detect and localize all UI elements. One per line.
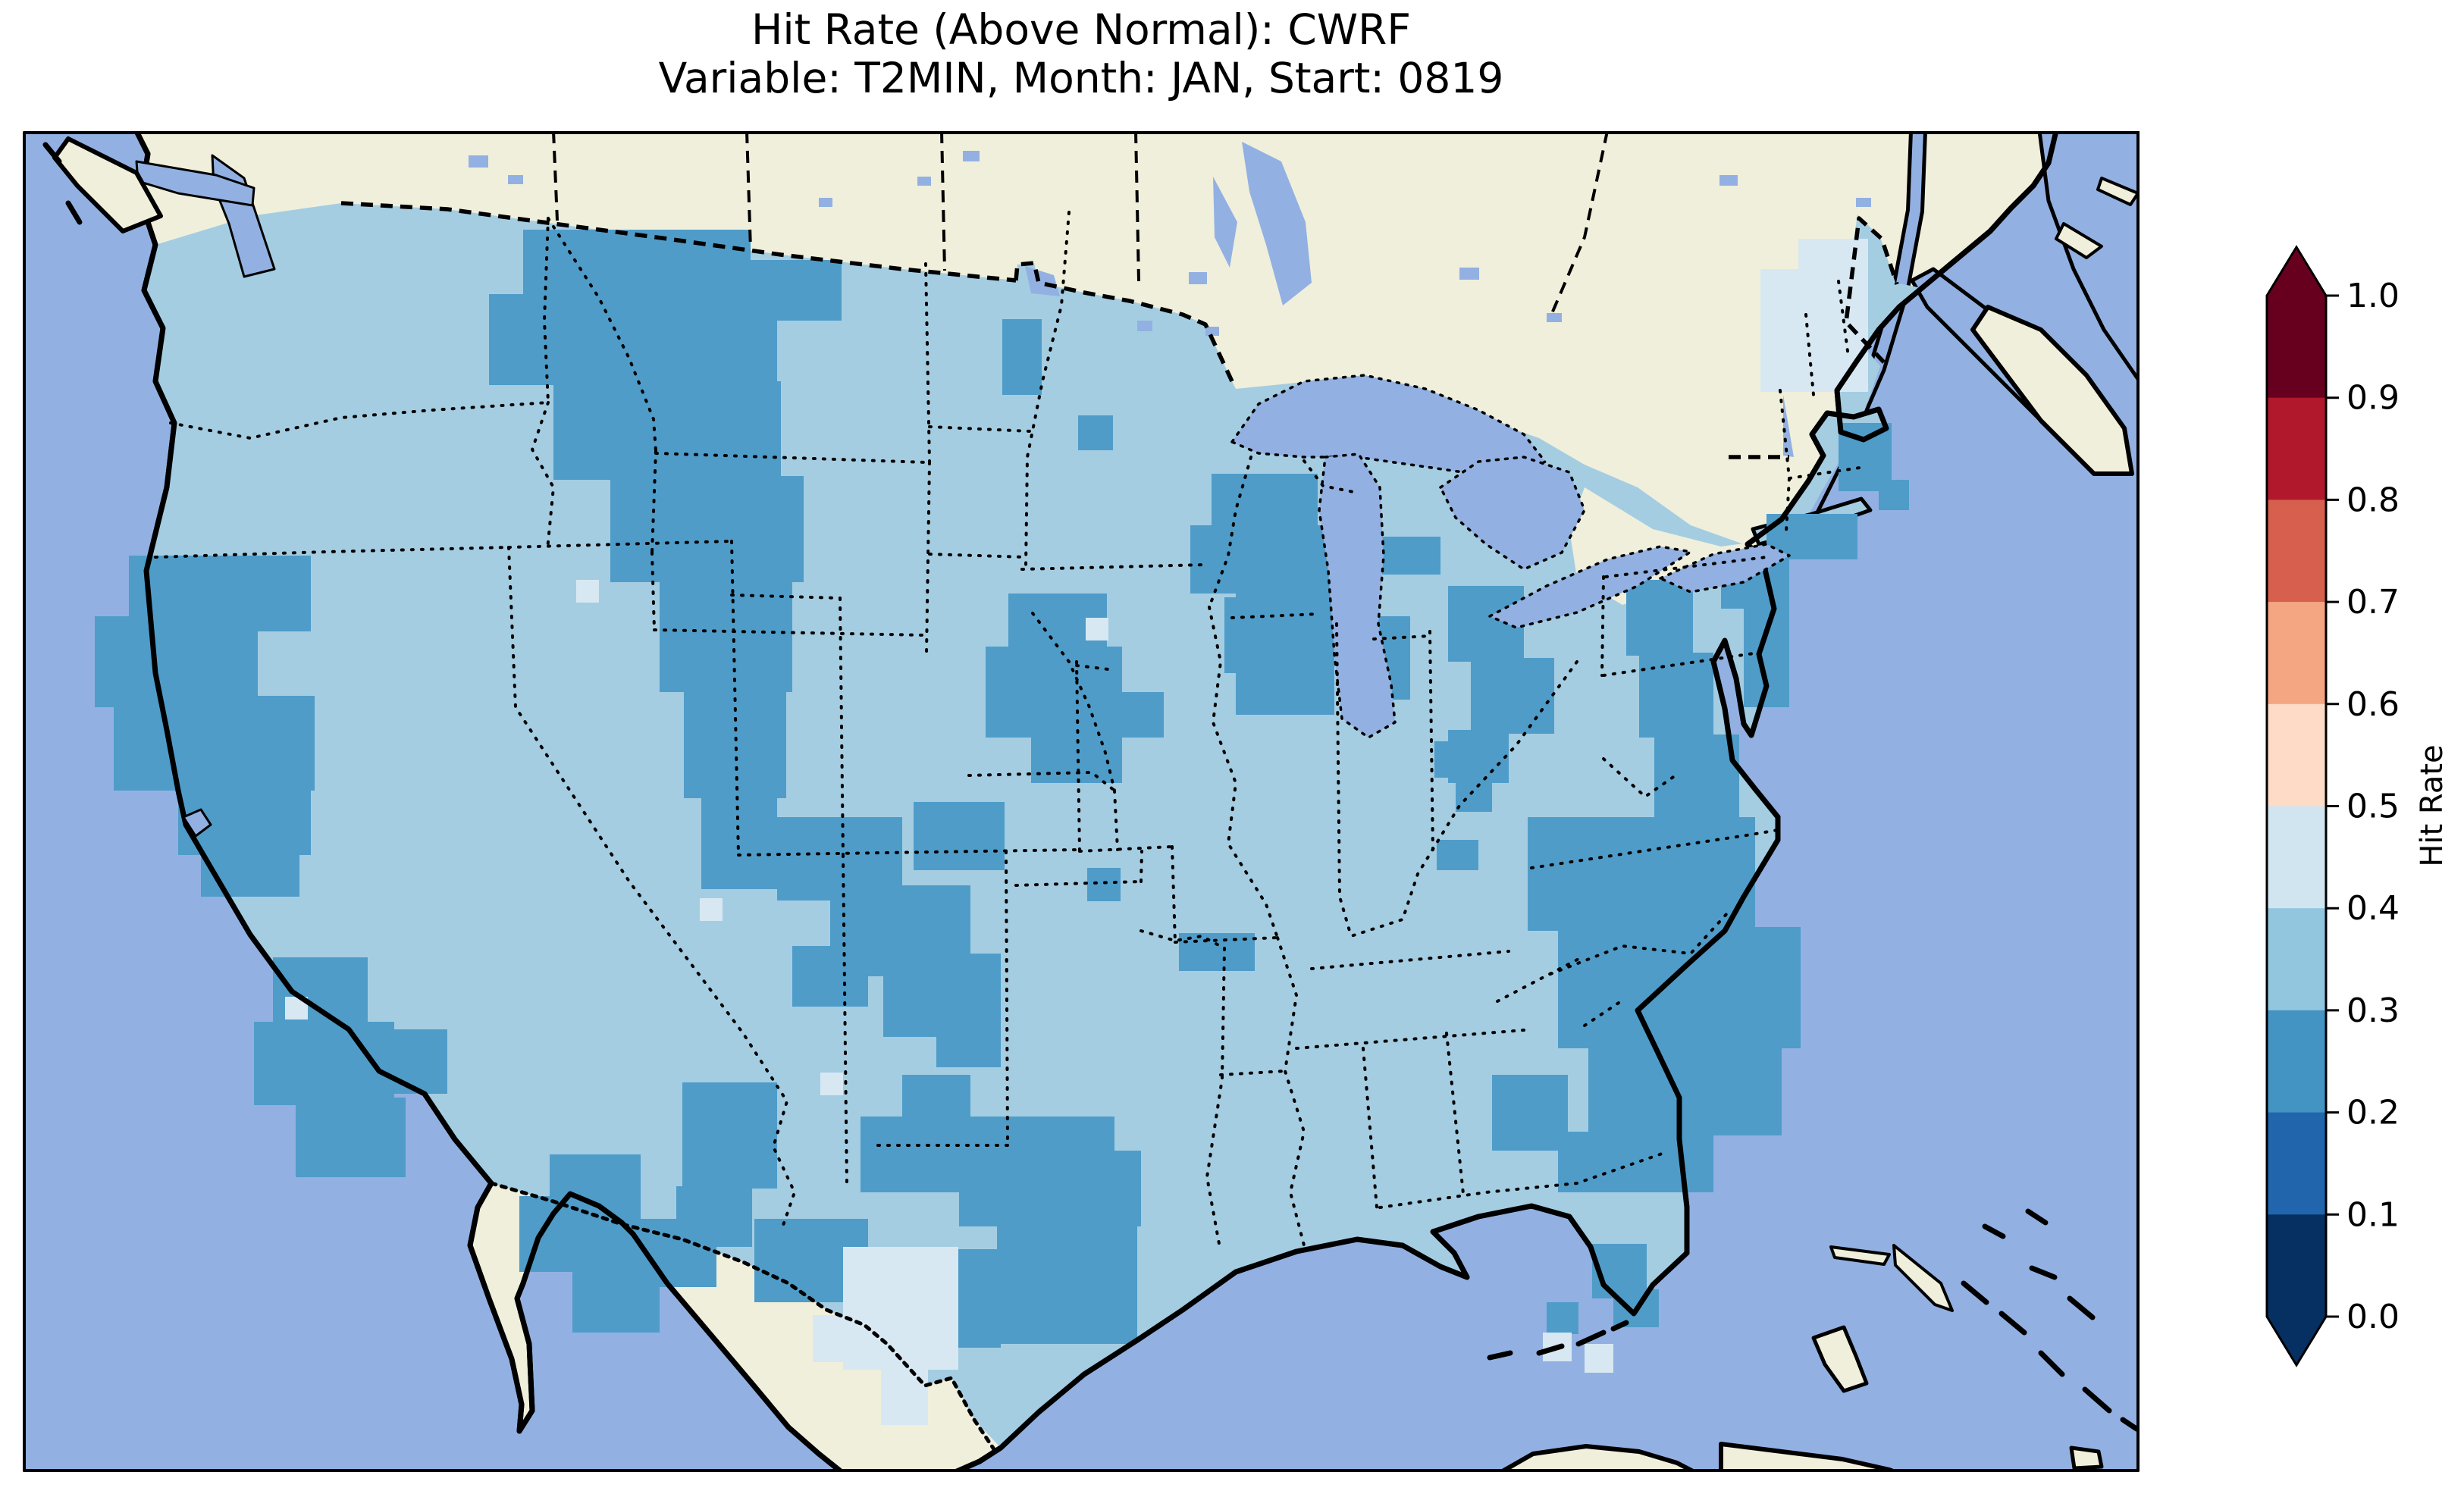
colorbar-tick-label: 0.6 bbox=[2346, 685, 2400, 724]
pacific-coastline bbox=[133, 131, 844, 1472]
colorbar-segment bbox=[2267, 908, 2326, 1011]
colorbar-segment bbox=[2267, 602, 2326, 705]
us-mexico-border bbox=[489, 1181, 999, 1456]
colorbar-segment bbox=[2267, 703, 2326, 807]
small-islands-and-keys bbox=[42, 142, 2140, 1432]
grand-bahama bbox=[1829, 1245, 1891, 1266]
gulf-atlantic-coastline bbox=[954, 131, 2059, 1472]
abaco-island bbox=[1892, 1244, 1954, 1312]
hit-rate-cells-0p2-0p3 bbox=[95, 230, 1909, 1348]
great-lakes bbox=[1230, 374, 1791, 739]
colorbar-tick-label: 0.9 bbox=[2346, 379, 2400, 418]
yucatan bbox=[1499, 1444, 1697, 1472]
colorbar-segment bbox=[2267, 806, 2326, 910]
colorbar-tick-label: 0.5 bbox=[2346, 788, 2400, 826]
map-frame bbox=[23, 131, 2140, 1472]
state-borders bbox=[154, 211, 1867, 1247]
colorbar-tick-label: 0.3 bbox=[2346, 991, 2400, 1030]
colorbar-segment bbox=[2267, 296, 2326, 399]
colorbar: 1.0 0.9 0.8 0.7 0.6 0.5 0.4 0.3 0.2 0.1 0.0 bbox=[2265, 245, 2400, 1367]
chart-title: Hit Rate (Above Normal): CWRF bbox=[751, 5, 1411, 54]
colorbar-under-arrow bbox=[2267, 1317, 2326, 1365]
chart-subtitle: Variable: T2MIN, Month: JAN, Start: 0819 bbox=[658, 54, 1504, 102]
us-canada-border bbox=[340, 201, 1899, 459]
colorbar-segment bbox=[2267, 1112, 2326, 1216]
colorbar-tick-label: 0.0 bbox=[2346, 1298, 2400, 1336]
conus-hit-rate-map bbox=[23, 131, 2140, 1472]
colorbar-tick-label: 1.0 bbox=[2346, 277, 2400, 315]
colorbar-segment bbox=[2267, 500, 2326, 603]
nova-scotia bbox=[1970, 305, 2134, 476]
canadian-lakes bbox=[1025, 142, 1794, 457]
colorbar-segment bbox=[2267, 397, 2326, 501]
colorbar-tick-label: 0.1 bbox=[2346, 1195, 2400, 1234]
colorbar-tick-label: 0.4 bbox=[2346, 889, 2400, 928]
prince-edward-island bbox=[2055, 222, 2103, 259]
andros-island bbox=[1811, 1325, 1869, 1393]
colorbar-tick-label: 0.7 bbox=[2346, 583, 2400, 622]
colorbar-tick-label: 0.8 bbox=[2346, 481, 2400, 519]
small-lakes bbox=[469, 151, 1871, 336]
colorbar-axis-label: Hit Rate bbox=[2415, 744, 2450, 867]
great-inagua bbox=[2069, 1445, 2104, 1471]
colorbar-segment bbox=[2267, 1214, 2326, 1317]
canada-province-borders bbox=[552, 131, 1609, 318]
colorbar-over-arrow bbox=[2267, 247, 2326, 296]
colorbar-tick-label: 0.2 bbox=[2346, 1094, 2400, 1132]
anticosti-island bbox=[2096, 177, 2140, 206]
san-francisco-bay bbox=[182, 808, 212, 838]
colorbar-segment bbox=[2267, 1010, 2326, 1113]
